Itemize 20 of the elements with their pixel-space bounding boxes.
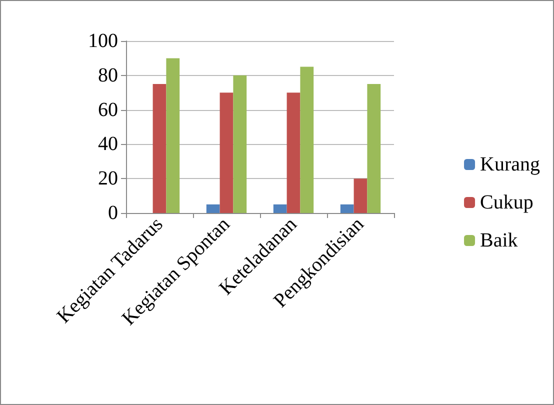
y-tick-label: 40 (98, 133, 118, 156)
bar (220, 92, 234, 213)
y-tick-label: 80 (98, 64, 118, 86)
bar (206, 204, 220, 213)
y-tick-label: 100 (88, 30, 118, 52)
bar (166, 58, 180, 213)
y-tick-label: 60 (98, 98, 118, 121)
legend-label: Cukup (480, 192, 534, 214)
legend-label: Kurang (480, 154, 540, 176)
bar (354, 178, 368, 213)
bar (367, 84, 381, 213)
bar (340, 204, 354, 213)
bar (233, 75, 247, 213)
bar (152, 84, 166, 213)
bar (300, 66, 314, 213)
y-tick-label: 20 (98, 168, 118, 190)
bar (273, 204, 287, 213)
y-tick-label: 0 (108, 202, 118, 224)
legend-label: Baik (480, 230, 518, 252)
bar (286, 92, 300, 213)
